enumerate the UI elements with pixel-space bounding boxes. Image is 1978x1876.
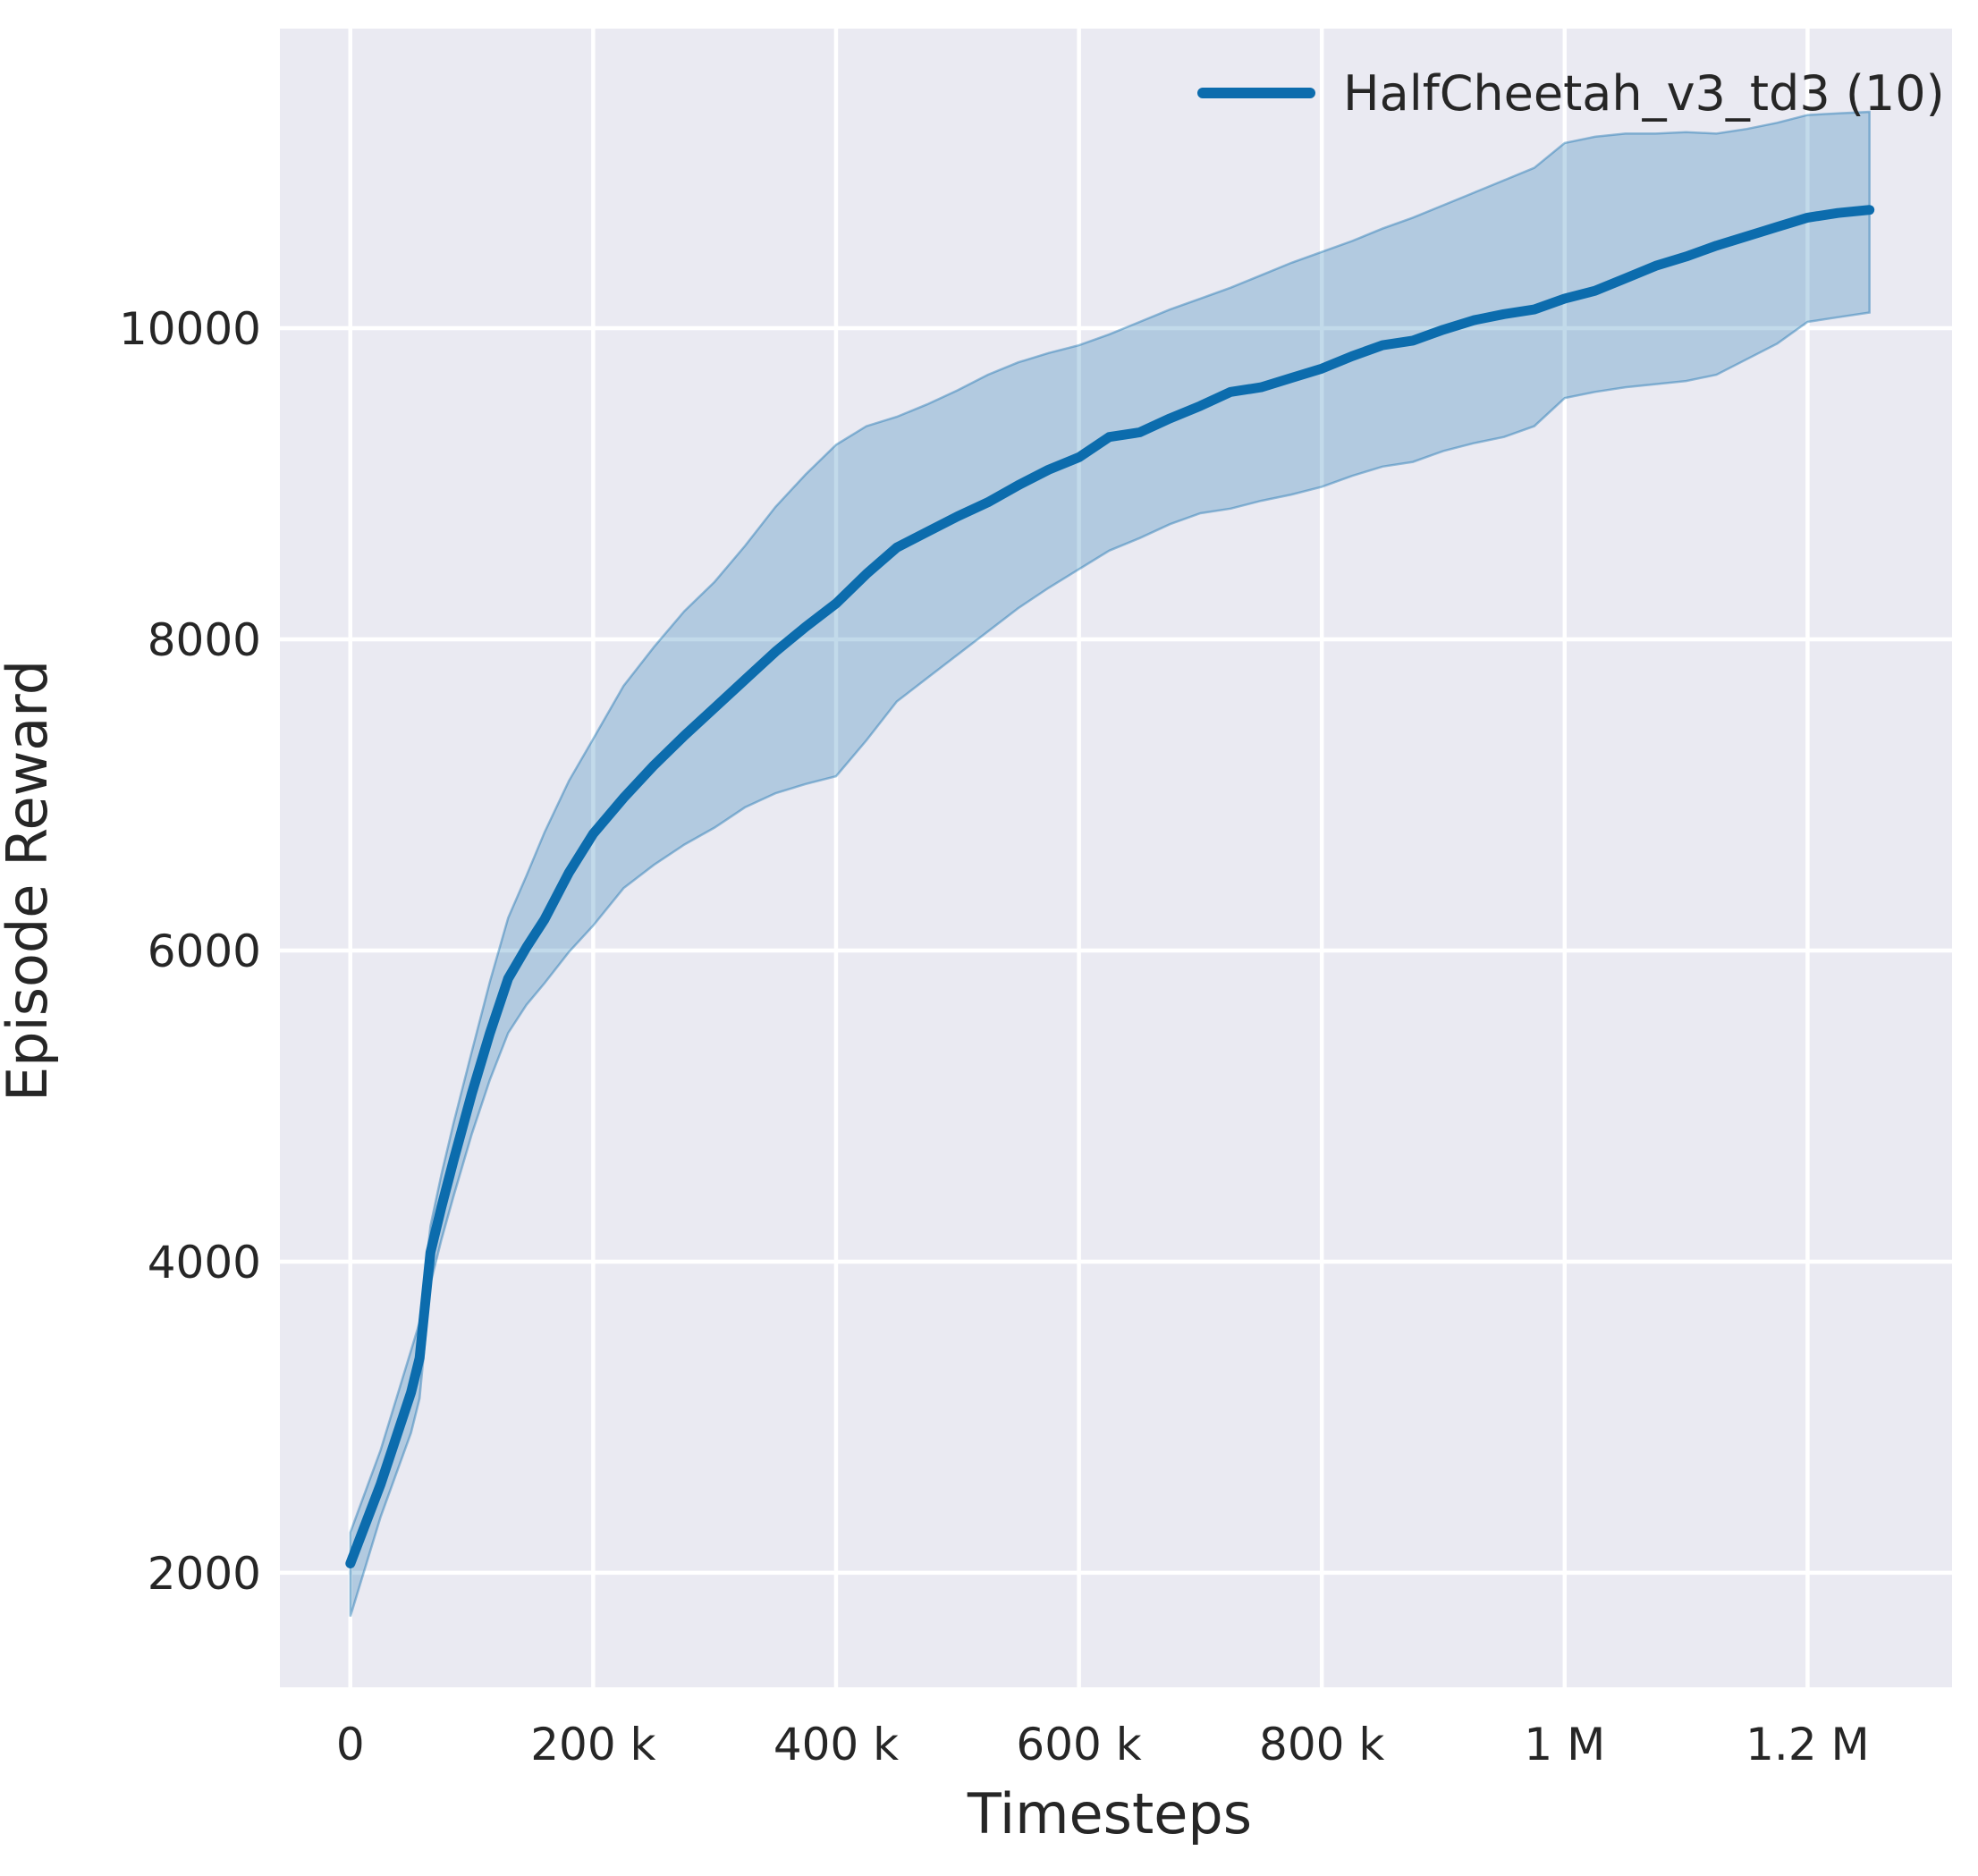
y-tick-label: 2000 [148,1548,261,1600]
mean-line [345,205,1875,1568]
y-tick-label: 10000 [119,303,261,355]
x-tick-label: 600 k [1016,1719,1141,1770]
x-axis-ticks: 0 200 k 400 k 600 k 800 k 1 M 1.2 M [336,1719,1870,1770]
x-tick-label: 0 [336,1719,365,1770]
x-tick-label: 200 k [530,1719,655,1770]
y-tick-label: 8000 [148,614,261,666]
x-tick-label: 1.2 M [1746,1719,1870,1770]
legend-label: HalfCheetah_v3_td3 (10) [1343,65,1945,122]
grid [280,29,1952,1687]
plot-area [280,29,1952,1687]
x-tick-label: 400 k [773,1719,899,1770]
confidence-band [349,110,1871,1618]
x-axis-label: Timesteps [967,1781,1252,1846]
confidence-band-polygon [349,110,1871,1618]
x-tick-label: 800 k [1259,1719,1384,1770]
y-tick-label: 6000 [148,925,261,977]
mean-line-path [345,205,1875,1568]
y-axis-label: Episode Reward [0,660,60,1102]
y-tick-label: 4000 [148,1237,261,1289]
legend: HalfCheetah_v3_td3 (10) [1197,65,1945,122]
x-tick-label: 1 M [1524,1719,1605,1770]
y-axis-ticks: 2000 4000 6000 8000 10000 [119,303,261,1600]
